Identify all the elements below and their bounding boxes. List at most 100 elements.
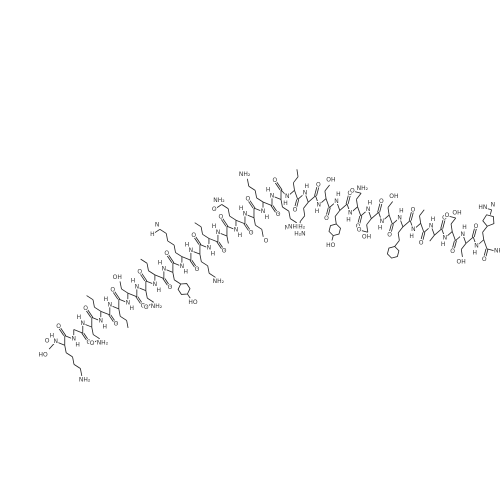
bond (165, 253, 173, 263)
bond (280, 189, 288, 197)
bond (226, 225, 237, 231)
bond (173, 244, 176, 253)
bond (484, 248, 489, 260)
atom-label: O (411, 206, 416, 213)
atom-label: NH (288, 224, 297, 231)
atom-label: N (108, 302, 113, 309)
atom-label: O (474, 223, 479, 230)
bond (55, 341, 65, 346)
atom-label: H (129, 305, 134, 312)
atom-label: N (155, 222, 160, 229)
bond (194, 222, 202, 228)
bond (366, 224, 369, 233)
bond (413, 222, 421, 230)
atom-label: OH (326, 177, 335, 184)
atom-label: H (104, 296, 109, 303)
atom-label: O (450, 248, 455, 255)
bond (318, 198, 327, 206)
bond (315, 195, 320, 206)
bond (229, 215, 237, 221)
bond (79, 368, 83, 377)
bond (387, 207, 390, 216)
bond (162, 278, 170, 288)
bond (92, 334, 100, 340)
bonds (48, 169, 496, 377)
atom-label: N (126, 299, 131, 306)
atom-label: NH₂ (213, 278, 225, 285)
atom-label: NH₂ (79, 377, 91, 384)
atom-label: OH (452, 210, 461, 217)
bond (140, 271, 148, 282)
bond (303, 208, 306, 216)
bond (357, 206, 362, 217)
bond (275, 180, 283, 191)
bond (451, 231, 456, 241)
bond (148, 270, 156, 276)
atom-label: O (137, 268, 142, 275)
bond (455, 233, 463, 241)
bond (152, 228, 161, 235)
bond (86, 308, 94, 318)
atom-label: H (462, 224, 467, 231)
bond (388, 214, 393, 225)
atom-label: O (273, 177, 278, 184)
bond (482, 232, 485, 240)
atom-label: N (261, 208, 266, 215)
atom-label: N (348, 210, 353, 217)
bond (325, 207, 329, 219)
bond (64, 345, 67, 353)
bond (392, 217, 400, 225)
atom-label: O (83, 305, 88, 312)
atom-label: H (50, 332, 55, 339)
bond (434, 228, 442, 236)
bond (127, 292, 137, 298)
bond (324, 184, 330, 192)
atom-label: H (315, 208, 320, 215)
atom-label: N (334, 198, 339, 205)
bond (472, 236, 477, 247)
bond (113, 289, 121, 300)
atom-label: O (218, 214, 223, 221)
bond (381, 214, 390, 222)
bond (423, 225, 432, 233)
bond (118, 298, 128, 304)
atom-label: N (443, 234, 448, 241)
bond (216, 241, 224, 252)
atom-label: H (158, 259, 163, 266)
atom-label: N (366, 206, 371, 213)
bond (387, 201, 393, 208)
bond (145, 280, 155, 285)
bond (111, 289, 119, 300)
atom-label: H (368, 199, 373, 206)
bond (450, 223, 453, 232)
atom-label: N (460, 231, 465, 238)
bond (253, 207, 264, 213)
bond (191, 260, 199, 270)
bond (399, 217, 404, 228)
atom-label: O (87, 339, 92, 346)
atom-label: NH₂ (357, 185, 369, 192)
bond (172, 272, 175, 280)
bond (163, 268, 174, 273)
bond (482, 248, 487, 260)
atom-label: H (102, 323, 107, 330)
atom-label: O (195, 266, 200, 273)
bond (419, 215, 422, 224)
atom-label: N (491, 201, 496, 208)
atom-label: N (207, 245, 212, 252)
atom-label: N (234, 226, 239, 233)
atom-label: N (380, 218, 385, 225)
atom-label: O (144, 304, 149, 311)
bond (336, 201, 341, 211)
atom-label: N (429, 223, 434, 230)
ring (386, 246, 400, 259)
bond (270, 205, 278, 215)
bond (165, 233, 169, 241)
atom-label: O (387, 231, 392, 238)
bond (358, 215, 363, 227)
bond (352, 190, 362, 194)
bond (73, 329, 83, 334)
bond (350, 206, 358, 214)
atom-label: H (399, 208, 404, 215)
